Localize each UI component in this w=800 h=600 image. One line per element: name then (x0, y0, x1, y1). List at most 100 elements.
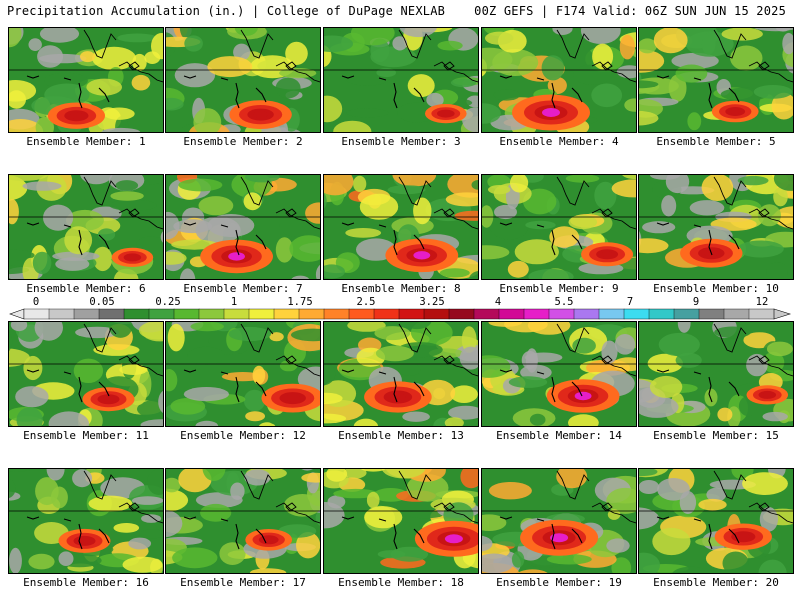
ensemble-member-label: Ensemble Member: 17 (180, 576, 306, 589)
ensemble-member-map (481, 468, 637, 574)
ensemble-member-map (8, 321, 164, 427)
ensemble-member-map (165, 174, 321, 280)
precipitation-field (9, 28, 163, 132)
colorbar-tick-label: 3.25 (419, 296, 445, 308)
colorbar-tick-label: 1.75 (287, 296, 313, 308)
precipitation-field (639, 469, 793, 573)
colorbar-tick-label: 9 (692, 296, 700, 308)
colorbar-segment (398, 308, 425, 320)
colorbar-tick-label: 0.25 (155, 296, 181, 308)
precipitation-field (639, 322, 793, 426)
ensemble-member-map (323, 321, 479, 427)
colorbar-segment (48, 308, 75, 320)
ensemble-member-label: Ensemble Member: 9 (499, 282, 619, 295)
colorbar-segment (673, 308, 700, 320)
colorbar-tick-label: 2.5 (356, 296, 376, 308)
colorbar-segment (648, 308, 675, 320)
precipitation-field (166, 28, 320, 132)
colorbar-segment (723, 308, 750, 320)
ensemble-member-label: Ensemble Member: 12 (180, 429, 306, 442)
precipitation-field (639, 28, 793, 132)
ensemble-member-map (638, 321, 794, 427)
colorbar-segment (623, 308, 650, 320)
precipitation-field (482, 28, 636, 132)
colorbar-segment (173, 308, 200, 320)
ensemble-member-label: Ensemble Member: 3 (341, 135, 461, 148)
colorbar-segment (323, 308, 350, 320)
ensemble-member-label: Ensemble Member: 15 (653, 429, 779, 442)
colorbar-segment (248, 308, 275, 320)
colorbar-segment (23, 308, 50, 320)
ensemble-member-label: Ensemble Member: 8 (341, 282, 461, 295)
ensemble-member-map (481, 174, 637, 280)
precipitation-field (9, 322, 163, 426)
ensemble-member-map (165, 27, 321, 133)
ensemble-member-map (323, 27, 479, 133)
ensemble-member-label: Ensemble Member: 6 (26, 282, 146, 295)
model-run-info: 00Z GEFS | F174 Valid: 06Z SUN JUN 15 20… (474, 4, 786, 18)
precipitation-field (324, 175, 478, 279)
colorbar-segment (573, 308, 600, 320)
ensemble-member-map (8, 468, 164, 574)
precipitation-field (166, 322, 320, 426)
colorbar-segment (348, 308, 375, 320)
ensemble-member-label: Ensemble Member: 16 (23, 576, 149, 589)
colorbar-segment (598, 308, 625, 320)
colorbar-segment (198, 308, 225, 320)
precipitation-field (324, 469, 478, 573)
ensemble-member-label: Ensemble Member: 4 (499, 135, 619, 148)
colorbar-tick-label: 4 (494, 296, 502, 308)
colorbar-segment (698, 308, 725, 320)
colorbar-segment (748, 308, 775, 320)
precipitation-field (639, 175, 793, 279)
ensemble-member-map (481, 27, 637, 133)
colorbar-tick-label: 0 (32, 296, 40, 308)
precipitation-colorbar (9, 308, 792, 320)
colorbar-segment (373, 308, 400, 320)
precipitation-field (166, 175, 320, 279)
colorbar-tick-label: 5.5 (554, 296, 574, 308)
ensemble-member-label: Ensemble Member: 5 (656, 135, 776, 148)
ensemble-member-map (638, 27, 794, 133)
ensemble-member-map (165, 321, 321, 427)
ensemble-member-map (165, 468, 321, 574)
colorbar-segment (423, 308, 450, 320)
ensemble-member-map (8, 174, 164, 280)
ensemble-member-label: Ensemble Member: 11 (23, 429, 149, 442)
ensemble-member-map (323, 174, 479, 280)
ensemble-member-label: Ensemble Member: 7 (183, 282, 303, 295)
ensemble-member-label: Ensemble Member: 14 (496, 429, 622, 442)
colorbar-tick-label: 1 (230, 296, 238, 308)
precipitation-field (9, 175, 163, 279)
colorbar-segment (273, 308, 300, 320)
colorbar-segment (123, 308, 150, 320)
precipitation-field (482, 175, 636, 279)
ensemble-member-label: Ensemble Member: 13 (338, 429, 464, 442)
ensemble-member-label: Ensemble Member: 20 (653, 576, 779, 589)
colorbar-tick-label: 0.05 (89, 296, 115, 308)
colorbar-left-arrow (9, 308, 25, 320)
ensemble-member-label: Ensemble Member: 2 (183, 135, 303, 148)
colorbar-right-arrow (773, 308, 792, 320)
ensemble-member-label: Ensemble Member: 1 (26, 135, 146, 148)
precipitation-field (482, 322, 636, 426)
precipitation-field (482, 469, 636, 573)
ensemble-member-map (323, 468, 479, 574)
ensemble-member-map (638, 468, 794, 574)
colorbar-segment (73, 308, 100, 320)
colorbar-segment (498, 308, 525, 320)
colorbar-segment (223, 308, 250, 320)
colorbar-segment (98, 308, 125, 320)
precipitation-field (166, 469, 320, 573)
precipitation-field (324, 28, 478, 132)
colorbar-segment (448, 308, 475, 320)
colorbar-segment (548, 308, 575, 320)
precipitation-field (9, 469, 163, 573)
ensemble-member-label: Ensemble Member: 10 (653, 282, 779, 295)
map-title: Precipitation Accumulation (in.) | Colle… (7, 4, 446, 18)
ensemble-member-map (638, 174, 794, 280)
colorbar-tick-label: 12 (755, 296, 769, 308)
ensemble-member-label: Ensemble Member: 18 (338, 576, 464, 589)
colorbar-segment (473, 308, 500, 320)
ensemble-member-label: Ensemble Member: 19 (496, 576, 622, 589)
